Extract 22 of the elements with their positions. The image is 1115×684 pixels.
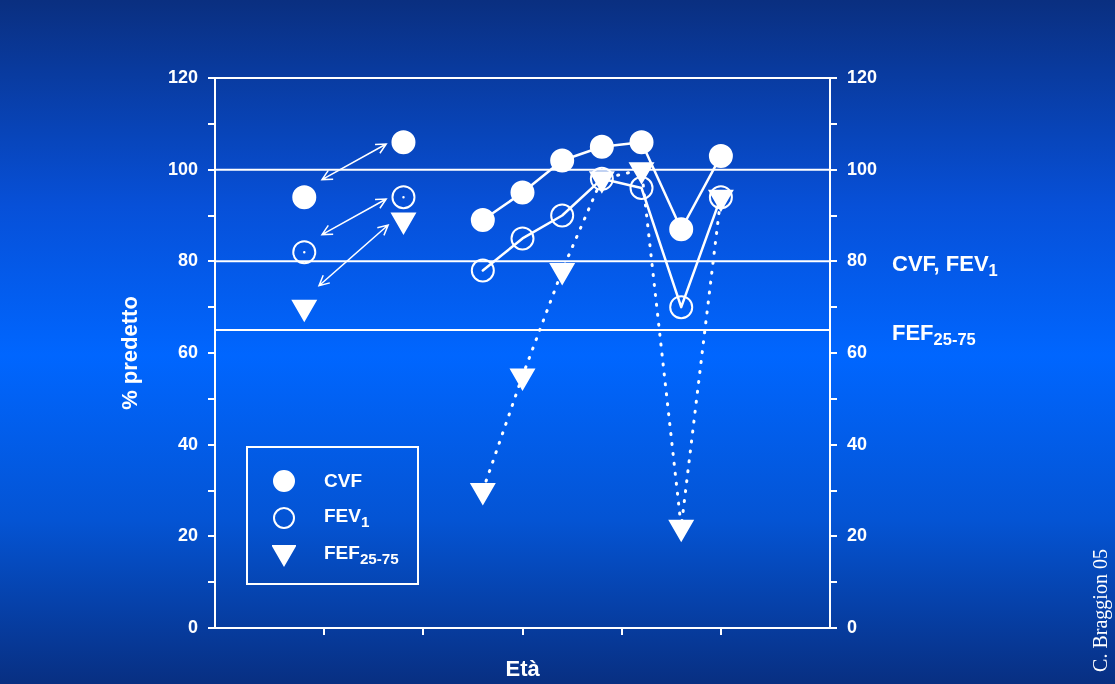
y-tick-label: 60 xyxy=(177,341,198,362)
y-tick-label: 100 xyxy=(167,158,198,179)
ref-line-label: FEF$_{25-75}$ xyxy=(892,319,976,349)
legend-label: FEV$_{1}$ xyxy=(324,505,370,530)
y2-tick-label: 20 xyxy=(847,525,868,546)
y-tick-label: 20 xyxy=(177,525,198,546)
ref-line-label: CVF, FEV$_{1}$ xyxy=(892,250,998,281)
y2-tick-label: 60 xyxy=(847,341,868,362)
y-tick-label: 120 xyxy=(167,66,198,87)
y2-tick-label: 100 xyxy=(847,158,878,179)
text: C. Braggion 05 xyxy=(1088,549,1112,672)
y2-tick-label: 80 xyxy=(847,250,868,271)
y2-tick-label: 0 xyxy=(847,616,858,637)
y-tick-label: 40 xyxy=(177,433,198,454)
legend-label: FEF$_{25-75}$ xyxy=(324,542,399,567)
legend-label: CVF xyxy=(324,469,362,492)
y2-tick-label: 120 xyxy=(847,66,878,87)
x-axis-title: Età xyxy=(505,656,540,682)
y-axis-title: % predetto xyxy=(116,296,143,410)
y2-tick-label: 40 xyxy=(847,433,868,454)
y-tick-label: 0 xyxy=(187,616,198,637)
y-tick-label: 80 xyxy=(177,250,198,271)
